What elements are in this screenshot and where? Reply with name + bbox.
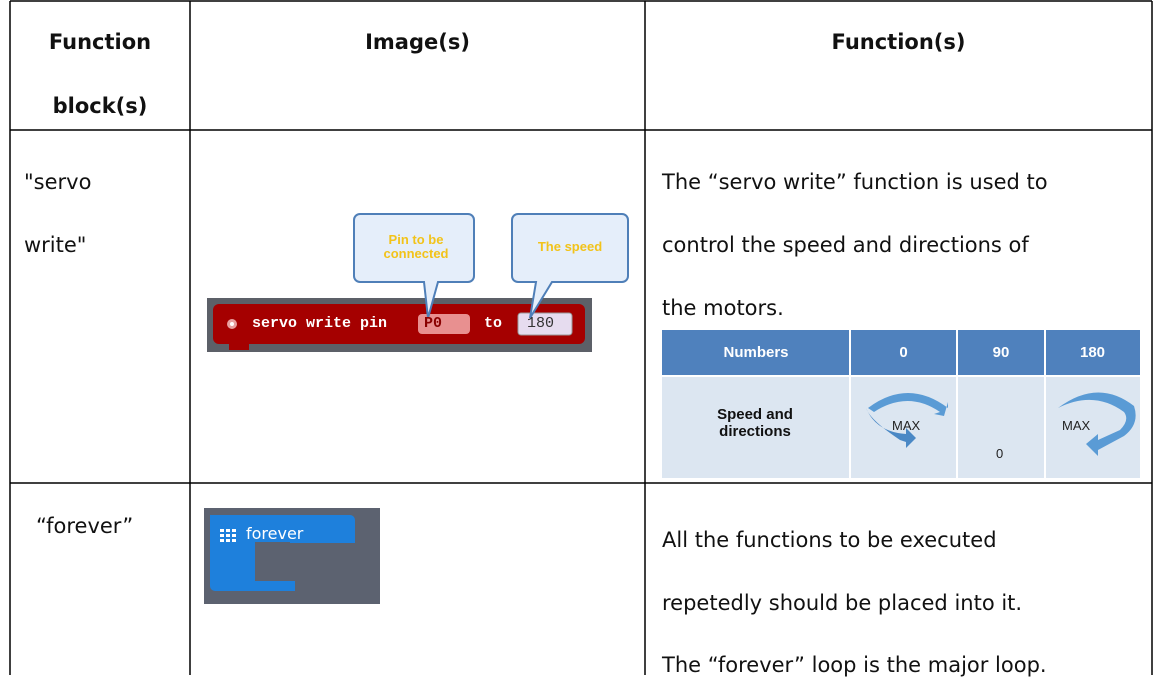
block-text: forever: [246, 524, 304, 543]
function-text: control the speed and directions of: [662, 233, 1029, 257]
speed-header: 180: [1079, 344, 1106, 361]
speed-header: Numbers: [723, 344, 789, 361]
header-cell: Image(s): [365, 30, 470, 54]
speed-header: 0: [899, 344, 908, 361]
speed-value: MAX: [1062, 418, 1091, 433]
function-text: repetedly should be placed into it.: [662, 591, 1023, 615]
speed-header: 90: [992, 344, 1010, 361]
function-text: All the functions to be executed: [662, 528, 997, 552]
speed-row-label: Speed and directions: [717, 406, 793, 440]
block-text: servo write pin: [252, 315, 388, 332]
function-text: the motors.: [662, 296, 784, 320]
block-dropdown: P0: [424, 315, 443, 332]
callout: The speed: [537, 239, 603, 254]
block-text: to: [484, 315, 503, 332]
callout: Pin to be connected: [383, 232, 449, 261]
block-value: 180: [527, 315, 555, 332]
header-cell: Function(s): [831, 30, 966, 54]
speed-value: MAX: [892, 418, 921, 433]
block-name: "servo: [24, 170, 92, 194]
block-name: write": [24, 233, 87, 257]
function-text: The “forever” loop is the major loop.: [662, 653, 1047, 677]
header-cell: Function block(s): [48, 30, 152, 118]
speed-value: 0: [996, 446, 1004, 461]
function-text: The “servo write” function is used to: [662, 170, 1048, 194]
block-name: “forever”: [36, 514, 134, 538]
